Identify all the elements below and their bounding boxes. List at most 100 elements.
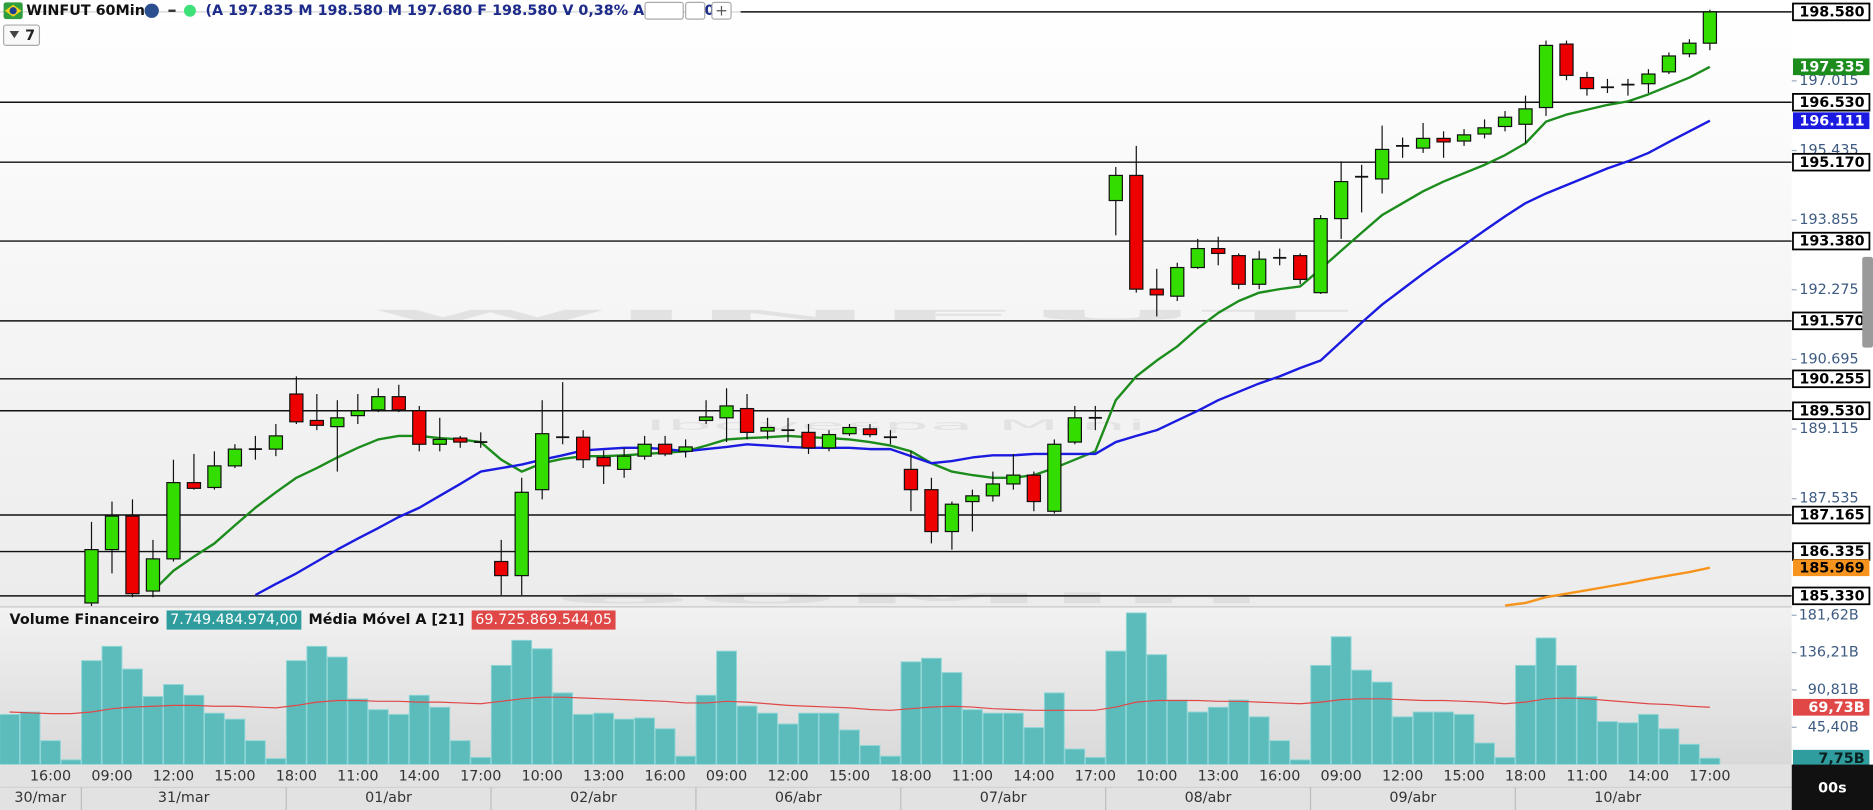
candle-body <box>821 433 837 449</box>
candle-body <box>862 428 878 436</box>
volume-bar <box>1166 699 1188 765</box>
volume-bar <box>285 660 307 765</box>
candle-body <box>1518 108 1533 125</box>
volume-bar <box>1597 721 1618 765</box>
volume-bar <box>163 684 184 765</box>
icon[interactable] <box>183 4 196 17</box>
volume-bar <box>1371 681 1393 765</box>
candle-body <box>494 560 509 577</box>
x-tick-label: 14:00 <box>399 769 440 785</box>
volume-bar <box>1412 711 1434 765</box>
candle-body <box>432 438 447 445</box>
volume-bar <box>1556 664 1577 765</box>
scroll-handle[interactable] <box>1862 256 1873 348</box>
volume-bar <box>1310 664 1332 765</box>
candle-body <box>125 515 140 595</box>
volume-bar <box>921 657 942 765</box>
y-tick-label: 193.855 <box>1799 212 1858 228</box>
x-tick-label: 16:00 <box>1259 769 1300 785</box>
candle-body <box>1313 218 1328 294</box>
price-tag: 190.255 <box>1799 371 1864 387</box>
quote: (A 197.835 M 198.580 M 197.680 F 198.580… <box>205 3 721 19</box>
volume-bar <box>1433 711 1454 765</box>
price-tag: 185.969 <box>1799 560 1864 576</box>
volume-bar <box>572 713 594 765</box>
volume-bar <box>19 711 41 765</box>
price-tag: 7,75B <box>1818 751 1864 767</box>
x-tick-label: 11:00 <box>952 769 993 785</box>
candle-body <box>1702 11 1718 44</box>
candle-body <box>1293 255 1308 281</box>
x-tick-label: 09:00 <box>91 769 132 785</box>
volume-bar <box>244 740 266 765</box>
x-tick-label: 09:00 <box>1320 769 1361 785</box>
volume-bar <box>675 755 696 765</box>
volume-bar <box>531 648 553 765</box>
candle-body <box>268 435 284 450</box>
volume-badge-text: 69.725.869.544,05 <box>475 612 612 628</box>
volume-bar <box>265 758 287 765</box>
toolbar-button[interactable] <box>644 1 684 20</box>
volume-bar <box>634 717 656 765</box>
volume-badge <box>166 610 302 630</box>
candle-body <box>1149 288 1164 296</box>
volume-bar <box>0 713 20 765</box>
volume-bar <box>1679 743 1700 765</box>
volume-bar <box>818 712 840 765</box>
candle-body <box>1170 266 1185 297</box>
candle-body <box>309 419 325 426</box>
volume-bar <box>1146 654 1168 765</box>
volume-bar <box>1515 664 1536 765</box>
volume-bar <box>408 694 430 765</box>
icon[interactable] <box>144 3 159 18</box>
price-tag: 193.380 <box>1799 234 1864 250</box>
volume-bar <box>1658 728 1680 765</box>
candle-body <box>1026 474 1042 503</box>
candle-body <box>657 443 673 455</box>
candle-body <box>186 482 202 489</box>
volume-bar <box>142 696 164 765</box>
price-plot: WINFUT Ibovespa Mini 60Min <box>0 9 1792 607</box>
candle-body <box>145 558 161 592</box>
flag-icon <box>9 7 17 15</box>
candle-body <box>1538 44 1554 109</box>
toolbar-button[interactable] <box>685 1 706 20</box>
volume-bar <box>654 728 676 765</box>
price-panel <box>0 0 1792 607</box>
price-tag: 196.530 <box>1799 95 1864 111</box>
candle-body <box>391 396 406 411</box>
axes: 187.535189.115190.695192.275193.855195.4… <box>14 73 1859 810</box>
candle-body <box>1477 127 1492 135</box>
date-label: 01/abr <box>365 790 412 806</box>
candle-body <box>350 410 365 417</box>
volume-bar <box>798 712 819 765</box>
volume-bar <box>1207 706 1229 765</box>
candle-body <box>760 426 775 432</box>
volume-bar <box>1269 740 1291 765</box>
volume-bar <box>1105 650 1127 765</box>
x-tick-label: 15:00 <box>214 769 255 785</box>
candle-body <box>1559 43 1574 76</box>
price-tag-box <box>1792 369 1871 389</box>
x-tick-label: 17:00 <box>460 769 501 785</box>
date-label: 31/mar <box>158 790 210 806</box>
price-tag-box <box>1792 2 1871 22</box>
study-toggle[interactable] <box>2 24 41 46</box>
candle-body <box>1067 417 1082 443</box>
volume-bar <box>1699 757 1721 765</box>
x-tick-label: 18:00 <box>890 769 931 785</box>
volume-bar <box>880 755 901 765</box>
price-tag: 187.165 <box>1799 508 1864 524</box>
x-tick-label: 10:00 <box>1136 769 1177 785</box>
date-label: 30/mar <box>14 790 66 806</box>
candle-body <box>1129 174 1144 290</box>
timer-box <box>1791 764 1873 810</box>
volume-bar <box>839 729 860 765</box>
volume-header: Volume Financeiro 7.749.484.974,00 Média M… <box>10 610 616 630</box>
y-tick-label: 189.115 <box>1799 421 1858 437</box>
volume-bar <box>1289 759 1311 765</box>
candle-body <box>596 456 611 467</box>
volume-bar <box>490 664 512 765</box>
moving-average <box>254 119 1711 597</box>
